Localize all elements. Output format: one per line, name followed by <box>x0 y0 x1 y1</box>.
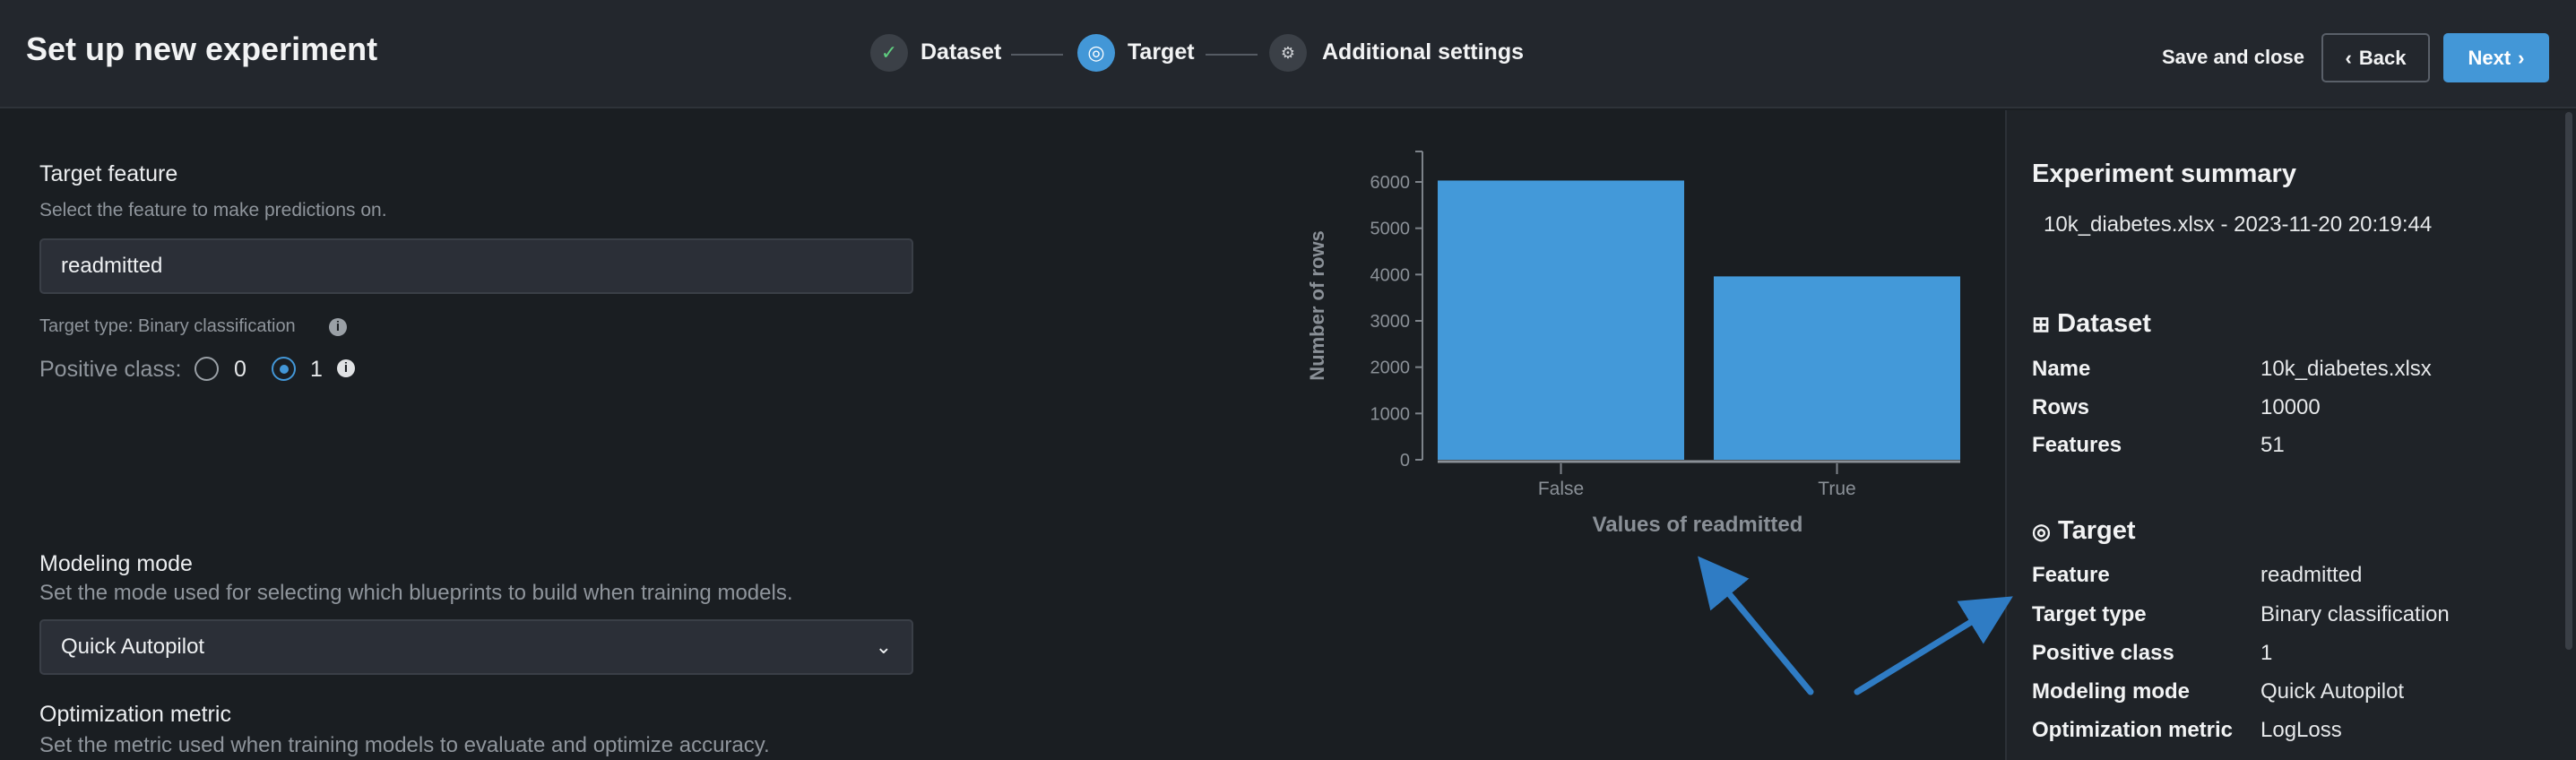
summary-key: Feature <box>2032 563 2110 587</box>
arrow-icon <box>1698 556 1814 695</box>
optimization-metric-subtitle: Set the metric used when training models… <box>39 733 770 757</box>
summary-key: Rows <box>2032 395 2090 419</box>
summary-value: 1 <box>2260 641 2273 665</box>
check-icon: ✓ <box>870 34 908 72</box>
bar-true <box>1714 276 1960 460</box>
modeling-mode-select[interactable]: Quick Autopilot ⌄ <box>39 619 913 675</box>
radio-label-1: 1 <box>310 357 323 382</box>
target-type-text: Target type: Binary classification <box>39 316 296 336</box>
next-label: Next <box>2468 46 2511 69</box>
scrollbar[interactable] <box>2565 112 2572 650</box>
step-additional-settings[interactable]: Additional settings <box>1322 39 1524 65</box>
y-tick-label: 6000 <box>1370 173 1411 193</box>
table-icon: ⊞ <box>2032 313 2051 337</box>
chevron-right-icon: › <box>2518 46 2525 69</box>
x-axis-title: Values of readmitted <box>1592 513 1803 537</box>
y-axis-title: Number of rows <box>1306 230 1328 381</box>
y-tick-label: 4000 <box>1370 265 1411 285</box>
summary-value: readmitted <box>2260 563 2363 587</box>
chevron-left-icon: ‹ <box>2345 46 2352 69</box>
step-divider <box>1206 54 1258 56</box>
summary-key: Positive class <box>2032 641 2174 665</box>
summary-value: 10k_diabetes.xlsx <box>2260 357 2432 381</box>
y-tick-label: 2000 <box>1370 358 1411 378</box>
optimization-metric-title: Optimization metric <box>39 702 231 727</box>
target-feature-value: readmitted <box>61 254 163 278</box>
modeling-mode-value: Quick Autopilot <box>61 635 205 659</box>
next-button[interactable]: Next › <box>2443 33 2549 82</box>
dataset-section-title: ⊞ Dataset <box>2032 309 2151 339</box>
target-section-title: ◎ Target <box>2032 516 2136 546</box>
y-tick-label: 3000 <box>1370 312 1411 332</box>
arrow-icon <box>1854 596 2013 695</box>
target-feature-title: Target feature <box>39 161 178 186</box>
summary-key: Target type <box>2032 602 2147 626</box>
summary-key: Features <box>2032 433 2122 457</box>
bar-false <box>1438 180 1684 460</box>
modeling-mode-subtitle: Set the mode used for selecting which bl… <box>39 581 793 605</box>
x-tick-label: True <box>1818 479 1855 499</box>
page-title: Set up new experiment <box>26 30 378 67</box>
summary-key: Name <box>2032 357 2091 381</box>
back-button[interactable]: ‹ Back <box>2321 33 2430 82</box>
summary-value: Quick Autopilot <box>2260 679 2405 704</box>
y-tick-label: 5000 <box>1370 220 1411 239</box>
target-icon: ◎ <box>2032 520 2051 544</box>
radio-positive-class-1[interactable] <box>272 357 296 381</box>
target-feature-subtitle: Select the feature to make predictions o… <box>39 200 387 220</box>
y-tick-label: 1000 <box>1370 404 1411 424</box>
back-label: Back <box>2358 46 2407 69</box>
summary-title: Experiment summary <box>2032 160 2296 188</box>
info-icon[interactable]: i <box>329 318 347 336</box>
summary-value: 51 <box>2260 433 2285 457</box>
x-tick-label: False <box>1538 479 1584 499</box>
step-target[interactable]: Target <box>1128 39 1195 65</box>
dataset-title-text: Dataset <box>2057 309 2151 338</box>
summary-key: Optimization metric <box>2032 718 2234 742</box>
step-divider <box>1011 54 1063 56</box>
summary-value: 10000 <box>2260 395 2321 419</box>
positive-class-label: Positive class: <box>39 357 182 382</box>
radio-label-0: 0 <box>234 357 246 382</box>
summary-subtitle: 10k_diabetes.xlsx - 2023-11-20 20:19:44 <box>2044 212 2433 237</box>
summary-value: Binary classification <box>2260 602 2450 626</box>
summary-key: Modeling mode <box>2032 679 2190 704</box>
info-icon[interactable]: i <box>337 359 355 377</box>
y-tick-label: 0 <box>1400 451 1410 471</box>
chevron-down-icon: ⌄ <box>875 635 892 658</box>
save-and-close-button[interactable]: Save and close <box>2162 46 2304 68</box>
target-title-text: Target <box>2058 516 2136 545</box>
summary-value: LogLoss <box>2260 718 2342 742</box>
step-dataset[interactable]: Dataset <box>921 39 1002 65</box>
target-icon: ◎ <box>1077 34 1115 72</box>
modeling-mode-title: Modeling mode <box>39 551 193 576</box>
target-feature-input[interactable]: readmitted <box>39 238 913 294</box>
experiment-summary-panel <box>2005 110 2576 760</box>
gears-icon: ⚙ <box>1269 34 1307 72</box>
bar-chart: 0 1000 2000 3000 4000 5000 6000 False True <box>1370 151 1960 499</box>
radio-positive-class-0[interactable] <box>194 357 219 381</box>
